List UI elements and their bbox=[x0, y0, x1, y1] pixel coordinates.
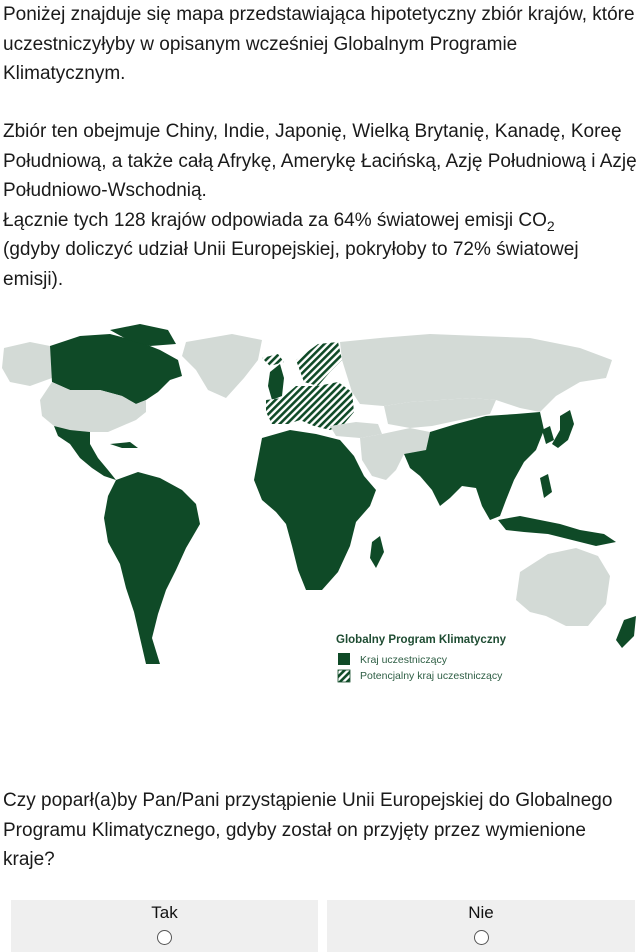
legend-title: Globalny Program Klimatyczny bbox=[336, 634, 507, 646]
question-text: Czy poparł(a)by Pan/Pani przystąpienie U… bbox=[3, 790, 613, 870]
intro-eu-share-text: (gdyby doliczyć udział Unii Europejskiej… bbox=[3, 239, 579, 290]
new-zealand bbox=[616, 616, 636, 648]
japan bbox=[552, 410, 574, 448]
answer-options: Tak Nie bbox=[11, 900, 635, 952]
south-america bbox=[104, 472, 200, 664]
philippines bbox=[540, 474, 552, 498]
answer-option-tak[interactable]: Tak bbox=[11, 900, 318, 952]
emissions-text: Łącznie tych 128 krajów odpowiada za 64%… bbox=[3, 209, 547, 231]
greenland bbox=[182, 334, 262, 398]
europe-eu bbox=[266, 382, 354, 430]
legend-member-label: Kraj uczestniczący bbox=[360, 654, 448, 666]
madagascar bbox=[370, 536, 384, 568]
radio-nie[interactable] bbox=[473, 930, 489, 945]
legend-potential-label: Potencjalny kraj uczestniczący bbox=[360, 670, 503, 682]
radio-tak[interactable] bbox=[157, 930, 172, 945]
cuba bbox=[110, 442, 138, 448]
middle-east bbox=[360, 428, 430, 480]
asia-members bbox=[404, 412, 544, 520]
australia bbox=[516, 548, 610, 626]
scandinavia bbox=[296, 342, 342, 386]
africa bbox=[254, 430, 376, 590]
iceland bbox=[262, 354, 284, 366]
co2-subscript: 2 bbox=[546, 217, 555, 234]
canada bbox=[50, 334, 182, 404]
united-kingdom bbox=[268, 364, 284, 400]
canada-islands bbox=[110, 324, 176, 346]
intro-paragraph-1: Poniżej znajduje się mapa przedstawiając… bbox=[3, 4, 635, 84]
russia bbox=[340, 334, 612, 412]
legend-potential-swatch bbox=[337, 669, 351, 683]
central-asia bbox=[384, 398, 496, 428]
world-map-svg: Globalny Program Klimatyczny Kraj uczest… bbox=[2, 324, 636, 683]
intro-paragraph-2: Zbiór ten obejmuje Chiny, Indie, Japonię… bbox=[3, 117, 639, 294]
indonesia bbox=[498, 516, 616, 546]
usa bbox=[40, 382, 146, 432]
legend-member-swatch bbox=[338, 653, 350, 665]
world-map: Globalny Program Klimatyczny Kraj uczest… bbox=[0, 320, 642, 690]
mexico bbox=[54, 426, 116, 480]
alaska bbox=[2, 342, 52, 386]
intro-countries-text: Zbiór ten obejmuje Chiny, Indie, Japonię… bbox=[3, 121, 637, 201]
turkey bbox=[330, 422, 382, 438]
answer-label-nie: Nie bbox=[468, 903, 494, 922]
intro-emissions-text: Łącznie tych 128 krajów odpowiada za 64%… bbox=[3, 206, 639, 236]
answer-option-nie[interactable]: Nie bbox=[327, 900, 635, 952]
south-korea bbox=[542, 426, 554, 444]
answer-label-tak: Tak bbox=[151, 903, 178, 922]
